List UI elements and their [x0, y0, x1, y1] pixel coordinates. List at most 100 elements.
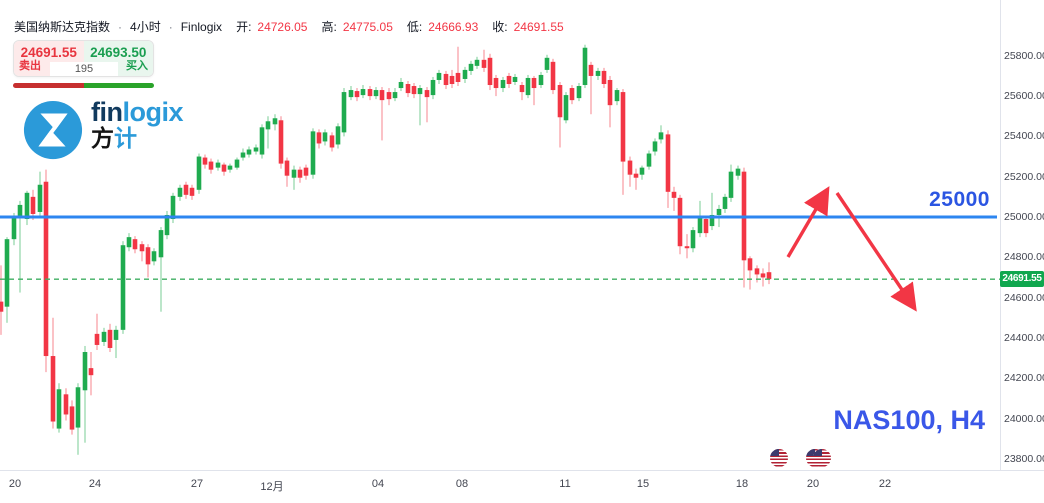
candle-body [50, 356, 56, 422]
candle-body [335, 126, 341, 145]
candle [120, 241, 126, 334]
candle [481, 49, 487, 72]
time-tick-label: 20 [806, 478, 820, 490]
candle-body [82, 352, 88, 391]
candle [139, 241, 145, 262]
candle [151, 248, 157, 266]
time-axis[interactable]: 20 24 27 12月 04 08 11 15 18 20 22 [0, 470, 1000, 503]
candle [234, 157, 240, 170]
price-tick-label: 24600.00 [1004, 291, 1044, 304]
candle-body [493, 77, 499, 89]
candle-body [170, 195, 176, 220]
candle [430, 76, 436, 100]
annotation-symbol-label[interactable]: NAS100, H4 [833, 405, 985, 435]
candle [354, 88, 360, 102]
candle-body [94, 333, 100, 345]
candle-body [392, 92, 398, 99]
candle-body [716, 208, 722, 215]
us-flag-icon [813, 449, 831, 467]
candle-body [151, 251, 157, 262]
candle [607, 75, 613, 128]
candle-body [240, 152, 246, 158]
candle-body [411, 86, 417, 95]
sentiment-bar [13, 83, 154, 88]
candle-body [550, 61, 556, 91]
candle [82, 345, 88, 443]
candle [316, 129, 322, 149]
candle [703, 215, 709, 238]
candle [56, 383, 62, 433]
trend-arrow[interactable] [786, 186, 830, 258]
candle-body [614, 90, 620, 102]
candle [253, 144, 259, 155]
candle-body [500, 79, 506, 89]
trend-arrow[interactable] [835, 192, 917, 312]
candle [360, 85, 366, 99]
candle [512, 73, 518, 86]
candle [620, 89, 626, 195]
symbol-title: 美国纳斯达克指数 [14, 20, 111, 34]
price-tick-label: 25600.00 [1004, 90, 1044, 103]
candle [468, 60, 474, 75]
candle-body [455, 72, 461, 82]
candle-body [373, 90, 379, 97]
candle-body [449, 75, 455, 85]
candle [595, 67, 601, 80]
time-axis-border [0, 470, 1044, 471]
candle-body [113, 329, 119, 340]
candle-body [512, 76, 518, 82]
candle-body [291, 169, 297, 178]
candle [63, 388, 69, 421]
price-axis[interactable]: 25800.00 25600.00 25400.00 25200.00 25000.00… [1000, 0, 1044, 470]
candle [722, 193, 728, 213]
candle [75, 383, 81, 455]
candle-body [722, 196, 728, 209]
low-label: 低: [406, 20, 423, 34]
price-tick-label: 25000.00 [1004, 211, 1044, 223]
close-label: 收: [492, 20, 508, 34]
candle [202, 154, 208, 169]
hline-price-label[interactable]: 25000 [929, 188, 990, 211]
candle-body [329, 135, 335, 148]
candle [30, 189, 36, 221]
candle [684, 234, 690, 259]
candle [652, 138, 658, 156]
candle-body [417, 88, 423, 95]
candle [646, 150, 652, 170]
candle [576, 83, 582, 102]
candle-body [202, 157, 208, 165]
candle [322, 129, 328, 146]
candle-body [627, 160, 633, 175]
candle [329, 132, 335, 152]
candle [50, 317, 56, 429]
candle [215, 159, 221, 171]
candle [392, 88, 398, 102]
candle-body [747, 258, 753, 271]
candle-body [563, 95, 569, 121]
time-tick-label: 20 [8, 478, 22, 490]
sell-sentiment-bar [13, 83, 84, 88]
candle [627, 156, 633, 187]
candle-body [582, 47, 588, 86]
candle-body [69, 406, 75, 430]
candle [303, 164, 309, 180]
candle [107, 323, 113, 353]
candle-body [405, 84, 411, 94]
candle-body [735, 168, 741, 176]
price-tick-label: 25200.00 [1004, 170, 1044, 183]
time-tick-label: 22 [878, 478, 892, 490]
candle [221, 162, 227, 176]
candle-body [386, 92, 392, 100]
price-tick-label: 24000.00 [1004, 412, 1044, 425]
candle [259, 124, 265, 159]
candle [170, 192, 176, 224]
logo-ji-text: 计 [114, 125, 137, 151]
candle-body [588, 64, 594, 76]
candle-body [481, 59, 487, 68]
candle-body [709, 214, 715, 227]
candle [265, 116, 271, 149]
finlogix-logo-icon [23, 100, 83, 160]
candle-body [37, 184, 43, 212]
